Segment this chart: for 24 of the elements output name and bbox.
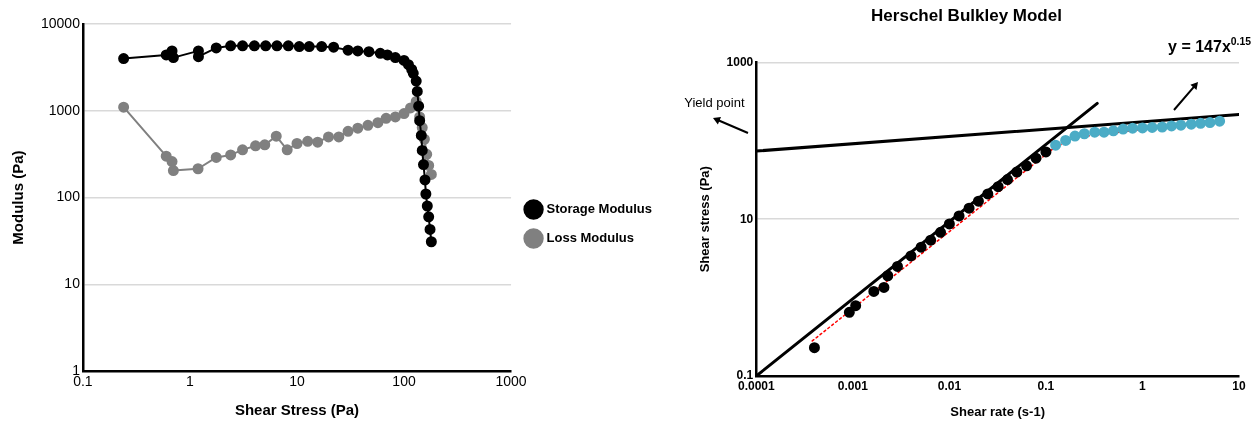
y-tick-label: 1000: [48, 101, 81, 118]
legend-label: Storage Modulus: [546, 201, 653, 217]
x-tick-label: 0.001: [837, 378, 869, 393]
x-tick-label: 10: [289, 373, 305, 390]
x-tick-label: 1: [186, 373, 195, 390]
chart-title: Herschel Bulkley Model: [871, 5, 1062, 25]
x-tick-label: 0.01: [937, 378, 962, 393]
legend-label: Loss Modulus: [546, 230, 634, 246]
y-tick-label: 10000: [40, 14, 81, 31]
y-tick-label: 10: [739, 211, 754, 226]
y-axis-title: Modulus (Pa): [9, 150, 27, 245]
y-axis-title: Shear stress (Pa): [697, 166, 713, 273]
y-tick-label: 100: [56, 188, 81, 205]
x-tick-label: 0.1: [1037, 378, 1055, 393]
x-tick-label: 10: [1232, 378, 1246, 393]
x-tick-label: 1: [1139, 378, 1147, 393]
y-tick-label: 10: [64, 275, 81, 292]
x-tick-label: 1000: [495, 373, 527, 390]
x-axis-title: Shear Stress (Pa): [234, 401, 360, 419]
x-axis-title: Shear rate (s-1): [950, 403, 1045, 419]
y-tick-label: 1000: [726, 54, 754, 69]
x-tick-label: 0.0001: [737, 378, 775, 393]
x-tick-label: 100: [392, 373, 416, 390]
text: Yield point: [684, 95, 745, 111]
